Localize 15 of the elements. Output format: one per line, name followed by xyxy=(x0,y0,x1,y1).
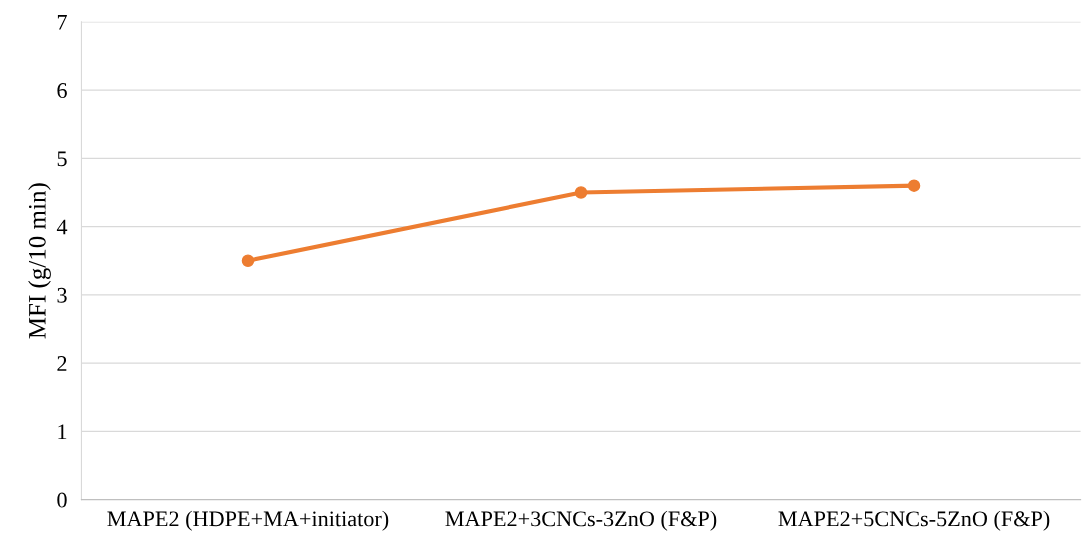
y-tick-label: 0 xyxy=(57,492,67,508)
y-tick-label: 6 xyxy=(57,83,67,99)
x-tick-label: MAPE2+3CNCs-3ZnO (F&P) xyxy=(445,510,717,531)
point xyxy=(574,186,588,199)
point xyxy=(241,254,255,267)
y-tick-label: 4 xyxy=(56,219,68,235)
y-tick-label: 1 xyxy=(58,424,67,440)
y-tick-label: 5 xyxy=(57,151,67,167)
y-axis-title: MFI (g/10 min) xyxy=(28,183,51,339)
x-tick-label: MAPE2+5CNCs-5ZnO (F&P) xyxy=(778,510,1050,531)
point xyxy=(907,179,921,192)
y-tick-label: 2 xyxy=(57,356,67,371)
y-tick-label: 3 xyxy=(57,287,67,303)
y-tick-label: 7 xyxy=(57,15,67,30)
x-tick-label: MAPE2 (HDPE+MA+initiator) xyxy=(107,510,389,531)
